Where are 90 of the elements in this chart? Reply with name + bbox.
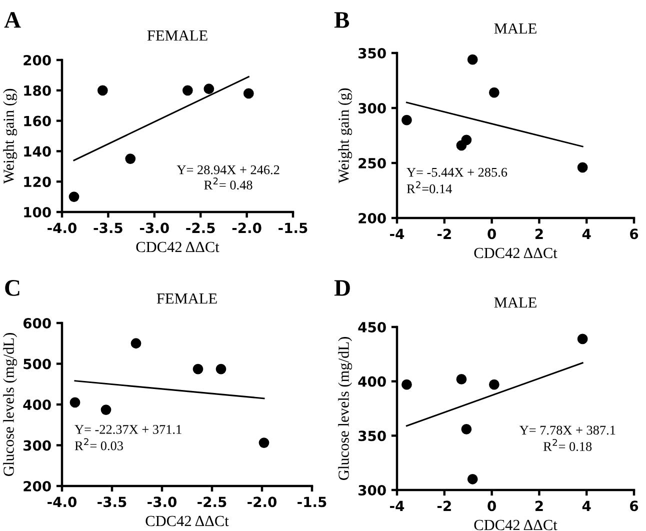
annotation: Y= -5.44X + 285.6 bbox=[406, 168, 508, 177]
point bbox=[402, 114, 412, 126]
point bbox=[216, 364, 226, 374]
y-tick-label: 300 bbox=[24, 440, 51, 451]
y-axis-title: Glucose levels (mg/dL) bbox=[3, 333, 18, 476]
point bbox=[70, 397, 80, 408]
y-tick-label: 180 bbox=[24, 85, 51, 96]
y-axis-title: Weight gain (g) bbox=[338, 88, 352, 184]
x-tick-label: 4 bbox=[582, 500, 591, 511]
x-tick-label: -3.5 bbox=[98, 496, 126, 508]
x-tick-label: -2 bbox=[437, 500, 451, 511]
x-tick-label: 2 bbox=[535, 228, 543, 239]
point bbox=[204, 84, 214, 94]
text: C bbox=[5, 280, 20, 296]
y-tick-label: 450 bbox=[358, 322, 386, 332]
x-axis-title: CDC42 ΔΔCt bbox=[474, 248, 558, 258]
y-tick-label: 500 bbox=[24, 358, 51, 370]
point bbox=[182, 85, 193, 96]
y-tick-label: 400 bbox=[358, 376, 386, 387]
y-tick-label: 250 bbox=[358, 158, 386, 168]
y-tick-label: 350 bbox=[358, 430, 386, 442]
annotation: R$^{2}$=0.14 bbox=[406, 181, 452, 194]
y-tick-label: 140 bbox=[24, 146, 51, 157]
x-tick-label: -1.5 bbox=[278, 222, 308, 234]
point bbox=[577, 162, 588, 173]
point bbox=[192, 364, 204, 374]
point bbox=[402, 379, 412, 390]
point bbox=[488, 379, 500, 390]
point bbox=[456, 374, 467, 384]
y-tick-label: 600 bbox=[23, 318, 51, 328]
x-tick-label: 0 bbox=[488, 500, 496, 512]
y-tick-label: 160 bbox=[24, 116, 51, 126]
point bbox=[467, 54, 478, 65]
x-tick-label: -4 bbox=[390, 500, 404, 511]
chart-title: FEMALE bbox=[156, 293, 217, 304]
x-tick-label: -3.5 bbox=[94, 222, 122, 234]
y-tick-label: 300 bbox=[358, 102, 386, 114]
x-tick-label: -1.5 bbox=[298, 496, 326, 508]
annotation: Y= -22.37X + 371.1 bbox=[74, 425, 182, 434]
x-axis-title: CDC42 ΔΔCt bbox=[136, 242, 220, 252]
point bbox=[258, 438, 270, 448]
x-tick-label: -2.0 bbox=[232, 222, 262, 234]
x-tick-label: -3.0 bbox=[140, 222, 169, 234]
text: D bbox=[334, 280, 350, 296]
annotation: R$^{2}$= 0.18 bbox=[543, 438, 592, 452]
y-tick-label: 200 bbox=[358, 212, 386, 224]
point bbox=[243, 88, 254, 99]
x-axis-title: CDC42 ΔΔCt bbox=[146, 516, 229, 526]
x-tick-label: -2.5 bbox=[198, 496, 226, 508]
chart-title: MALE bbox=[494, 23, 536, 34]
point bbox=[130, 338, 142, 349]
x-tick-label: 4 bbox=[582, 228, 591, 239]
y-axis-title: Glucose levels (mg/dL) bbox=[338, 337, 352, 480]
point bbox=[97, 85, 108, 96]
x-tick-label: -2 bbox=[437, 228, 451, 239]
x-tick-label: 6 bbox=[630, 500, 638, 512]
annotation: Y= 7.78X + 387.1 bbox=[519, 426, 616, 435]
x-tick-label: -3.0 bbox=[148, 496, 177, 508]
y-tick-label: 100 bbox=[24, 206, 51, 218]
y-tick-label: 120 bbox=[24, 176, 51, 188]
y-tick-label: 200 bbox=[24, 480, 51, 492]
text: A bbox=[4, 12, 21, 28]
x-tick-label: -2.5 bbox=[186, 222, 215, 234]
y-tick-label: 350 bbox=[358, 48, 386, 58]
x-tick-label: -4.0 bbox=[48, 222, 77, 234]
chart-title: MALE bbox=[494, 297, 536, 308]
point bbox=[125, 154, 136, 164]
x-tick-label: -4 bbox=[390, 228, 404, 239]
x-axis-title: CDC42 ΔΔCt bbox=[474, 520, 558, 530]
x-tick-label: -2.0 bbox=[248, 496, 277, 508]
annotation: Y= 28.94X + 246.2 bbox=[176, 165, 280, 174]
x-tick-label: 6 bbox=[630, 228, 638, 240]
y-tick-label: 400 bbox=[23, 399, 51, 410]
y-tick-label: 200 bbox=[24, 54, 51, 66]
y-tick-label: 300 bbox=[358, 484, 386, 496]
chart-title: FEMALE bbox=[147, 30, 208, 41]
point bbox=[577, 334, 588, 344]
point bbox=[488, 87, 500, 98]
point bbox=[68, 192, 80, 202]
x-tick-label: 0 bbox=[488, 228, 496, 240]
text: B bbox=[334, 12, 350, 28]
x-tick-label: -4.0 bbox=[48, 496, 77, 508]
point bbox=[100, 404, 112, 415]
y-axis-title: Weight gain (g) bbox=[3, 88, 18, 184]
point bbox=[461, 134, 472, 146]
point bbox=[467, 474, 478, 484]
annotation: R$^{2}$= 0.48 bbox=[204, 177, 252, 190]
point bbox=[461, 424, 472, 434]
x-tick-label: 2 bbox=[535, 500, 543, 511]
annotation: R$^{2}$= 0.03 bbox=[74, 438, 123, 450]
